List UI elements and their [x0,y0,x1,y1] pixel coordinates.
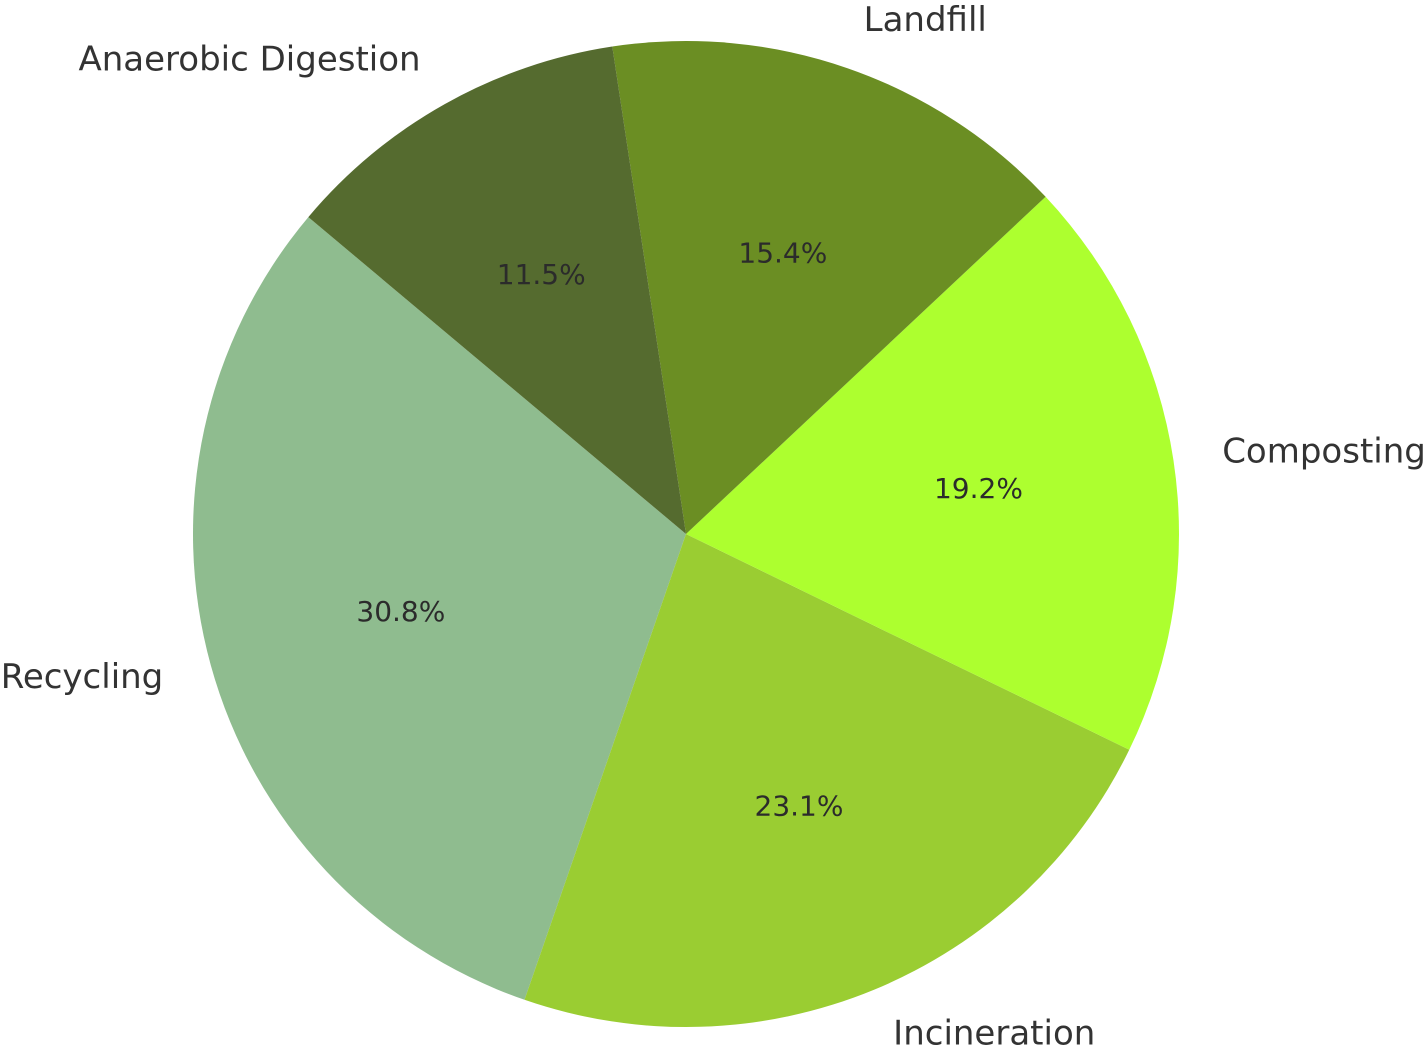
slice-percent-incineration: 23.1% [755,789,844,822]
slice-label-composting: Composting [1222,431,1424,471]
slice-label-landfill: Landfill [864,0,987,40]
pie-slice-anaerobic-digestion [308,46,686,535]
slice-label-anaerobic-digestion: Anaerobic Digestion [79,40,421,80]
pie-slice-landfill [612,41,1046,535]
slice-percent-recycling: 30.8% [356,595,445,628]
pie-slice-recycling [193,217,686,1000]
pie-slice-composting [686,196,1179,750]
slice-percent-composting: 19.2% [934,472,1023,505]
pie-slice-incineration [524,534,1130,1027]
slice-label-incineration: Incineration [893,1014,1095,1048]
pie-slices [193,41,1179,1027]
slice-percent-landfill: 15.4% [738,237,827,270]
slice-percent-anaerobic-digestion: 11.5% [497,258,586,291]
slice-label-recycling: Recycling [1,657,164,697]
